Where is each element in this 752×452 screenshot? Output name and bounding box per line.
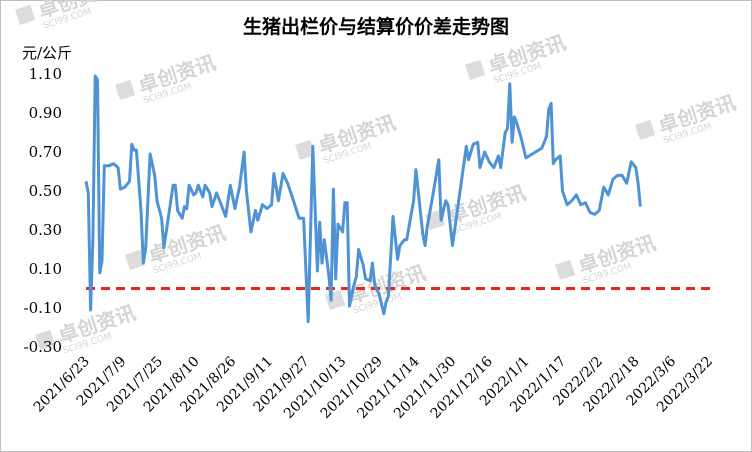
- watermark-logo-icon: [115, 79, 136, 100]
- watermark-logo-icon: [15, 4, 36, 25]
- series-layer: [84, 74, 642, 324]
- series-line: [84, 74, 642, 324]
- y-tick-label: 0.90: [29, 104, 62, 122]
- watermark-logo-icon: [465, 59, 486, 80]
- y-tick-label: 0.30: [29, 221, 62, 239]
- watermark-logo-icon: [635, 119, 656, 140]
- y-tick-label: 0.10: [29, 260, 62, 278]
- y-axis: 1.10 0.90 0.70 0.50 0.30 0.10 -0.10 -0.30: [24, 65, 62, 356]
- watermark-logo-icon: [295, 139, 316, 160]
- y-tick-label: 0.70: [29, 143, 62, 161]
- y-tick-label: -0.10: [24, 299, 62, 317]
- chart-title: 生猪出栏价与结算价价差走势图: [242, 16, 509, 38]
- y-tick-label: -0.30: [24, 338, 62, 356]
- watermark-logo-icon: [125, 249, 146, 270]
- y-unit-label: 元/公斤: [22, 44, 73, 62]
- x-axis: 2021/6/232021/7/92021/7/252021/8/102021/…: [31, 353, 716, 421]
- y-tick-label: 0.50: [29, 182, 62, 200]
- watermark-logo-icon: [325, 289, 346, 310]
- watermark-logo-icon: [555, 259, 576, 280]
- y-tick-label: 1.10: [29, 65, 62, 83]
- watermark-logo-icon: [35, 329, 56, 350]
